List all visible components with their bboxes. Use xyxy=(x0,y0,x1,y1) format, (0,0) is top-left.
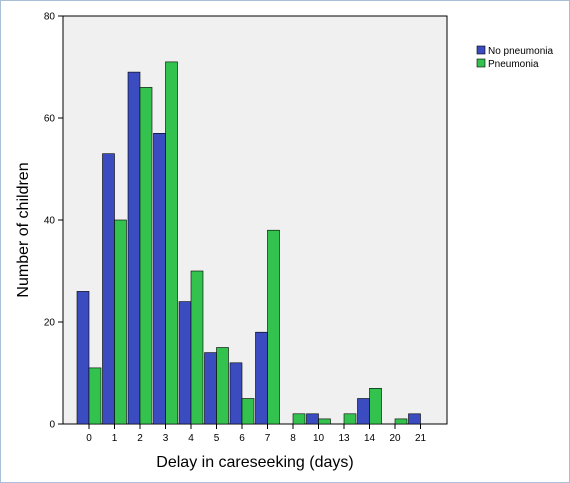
bar-no-pneumonia xyxy=(76,291,90,425)
y-tick-label: 20 xyxy=(44,318,56,329)
bar-pneumonia xyxy=(114,219,127,425)
bar-pneumonia xyxy=(216,347,229,425)
x-tick-label: 14 xyxy=(364,433,376,444)
bar-pneumonia xyxy=(165,61,178,425)
x-tick-label: 13 xyxy=(338,433,350,444)
x-tick-label: 0 xyxy=(86,433,92,444)
x-tick-label: 3 xyxy=(163,433,169,444)
x-axis: 0 1 2 3 4 5 6 7 8 10 13 14 20 21 xyxy=(86,424,426,444)
bar-no-pneumonia xyxy=(204,352,217,425)
bar-no-pneumonia xyxy=(229,362,243,425)
bar-no-pneumonia xyxy=(102,153,115,425)
y-tick-label: 60 xyxy=(44,114,56,125)
x-tick-label: 5 xyxy=(214,433,220,444)
y-axis: 0 20 40 60 80 xyxy=(44,12,63,431)
legend-label: No pneumonia xyxy=(488,46,553,57)
bar-pneumonia xyxy=(292,413,306,425)
legend-swatch xyxy=(476,45,486,55)
bars-group xyxy=(76,61,421,425)
bar-pneumonia xyxy=(267,229,280,425)
x-tick-label: 1 xyxy=(112,433,118,444)
bar-no-pneumonia xyxy=(357,398,370,425)
bar-no-pneumonia xyxy=(127,71,141,425)
bar-no-pneumonia xyxy=(306,413,319,425)
y-tick-label: 80 xyxy=(44,12,56,23)
y-axis-title: Number of children xyxy=(15,162,32,297)
x-tick-label: 2 xyxy=(137,433,143,444)
bar-no-pneumonia xyxy=(255,331,268,425)
bar-pneumonia xyxy=(343,413,357,425)
bar-pneumonia xyxy=(139,87,153,425)
x-axis-title: Delay in careseeking (days) xyxy=(156,454,353,471)
legend-swatch xyxy=(476,58,486,68)
bar-no-pneumonia xyxy=(153,133,166,425)
bar-pneumonia xyxy=(369,387,382,425)
x-tick-label: 20 xyxy=(389,433,401,444)
x-tick-label: 21 xyxy=(415,433,427,444)
bar-pneumonia xyxy=(190,270,204,425)
bar-pneumonia xyxy=(318,418,331,425)
bar-pneumonia xyxy=(241,398,255,425)
y-tick-label: 0 xyxy=(49,420,55,431)
x-tick-label: 6 xyxy=(239,433,245,444)
plot-area xyxy=(62,15,448,425)
x-tick-label: 7 xyxy=(265,433,271,444)
legend: No pneumonia Pneumonia xyxy=(476,45,553,70)
bar-no-pneumonia xyxy=(178,301,192,425)
x-tick-label: 4 xyxy=(188,433,194,444)
legend-label: Pneumonia xyxy=(488,59,539,70)
x-tick-label: 10 xyxy=(313,433,325,444)
y-tick-label: 40 xyxy=(44,216,56,227)
bar-pneumonia xyxy=(394,418,408,425)
x-tick-label: 8 xyxy=(290,433,296,444)
bar-no-pneumonia xyxy=(408,413,421,425)
bar-pneumonia xyxy=(88,367,102,425)
